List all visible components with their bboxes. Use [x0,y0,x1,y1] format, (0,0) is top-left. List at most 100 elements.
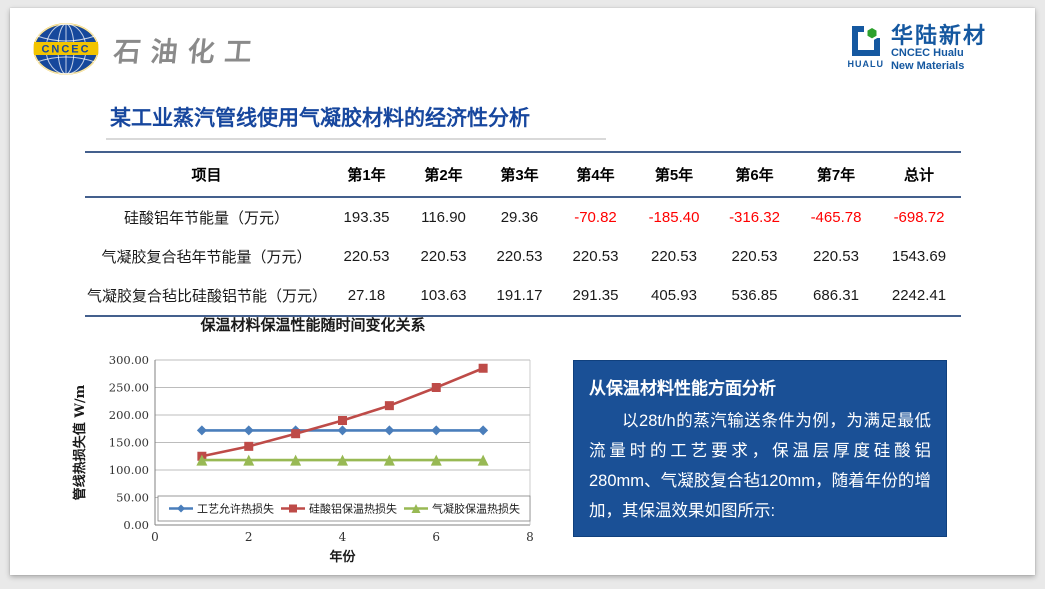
hualu-logo: HUALU 华陆新材 CNCEC Hualu New Materials [847,24,987,72]
square-marker [431,383,441,392]
value-cell: 686.31 [813,287,859,304]
cncec-badge-text: CNCEC [41,44,90,56]
x-tick-label: 4 [339,530,347,544]
table-row: 硅酸铝年节能量（万元） 193.35 116.90 29.36 -70.82 -185.4… [85,197,961,237]
value-cell: 220.53 [651,248,697,265]
square-marker [244,441,254,451]
value-cell: 116.90 [421,209,466,226]
square-marker [289,504,297,513]
square-marker [384,401,394,411]
triangle-marker [477,454,489,466]
value-cell: 29.36 [500,209,539,226]
square-marker [291,429,301,439]
x-tick-label: 0 [151,530,159,544]
legend-label: 硅酸铝保温热损失 [309,502,397,516]
table-header-cell: 第5年 [654,167,694,184]
value-cell: 220.53 [572,248,619,265]
triangle-marker [430,454,442,466]
legend-label: 气凝胶保温热损失 [432,502,520,516]
petrochemical-brand-text: 石油化工 [112,36,264,68]
diamond-marker [243,425,254,436]
triangle-marker [383,454,395,466]
table-header-cell: 第2年 [424,167,463,184]
value-cell: 536.85 [731,287,778,304]
economics-table: 项目 第1年 第2年 第3年 第4年 第5年 第6年 第7年 总计 硅酸铝年节能量（万元） 193… [85,151,961,317]
triangle-marker [290,454,302,466]
y-tick-label: 0.00 [123,518,149,532]
table-row: 气凝胶复合毡年节能量（万元） 220.53 220.53 220.53 220.53 22… [85,237,961,276]
y-tick-label: 250.00 [109,381,149,395]
y-tick-label: 150.00 [109,436,149,450]
table-header-cell: 第4年 [576,167,615,184]
table-header: 项目 第1年 第2年 第3年 第4年 第5年 第6年 第7年 总计 [85,152,961,197]
value-cell: 27.18 [347,287,386,304]
hualu-mark-icon [851,25,880,56]
diamond-marker [478,425,489,436]
square-marker [338,416,347,425]
hualu-wordmark-en1: CNCEC Hualu [890,47,964,60]
triangle-marker [411,504,421,513]
value-cell: -465.78 [810,209,862,226]
page-title: 某工业蒸汽管线使用气凝胶材料的经济性分析 [110,107,530,130]
slide: CNCEC 石油化工 HUALU 华陆新材 CNCEC Hualu New Ma… [10,8,1035,575]
value-cell: 2242.41 [891,287,947,304]
x-tick-label: 2 [245,530,253,544]
y-tick-label: 50.00 [116,491,149,505]
value-cell: -185.40 [648,209,700,226]
chart-title: 保温材料保温性能随时间变化关系 [199,316,425,334]
row-label: 硅酸铝年节能量（万元） [123,210,289,227]
value-cell: 291.35 [572,287,619,304]
insulation-performance-chart: 保温材料保温性能随时间变化关系 0.00 50.00 100.00 150.00 200.… [68,306,558,572]
value-cell: 191.17 [496,287,543,304]
table-header-cell: 第1年 [347,167,386,184]
row-label: 气凝胶复合毡比硅酸铝节能（万元） [87,288,328,305]
table-header-cell: 第7年 [816,167,856,184]
x-axis-label: 年份 [329,549,356,565]
line-chart-svg: 保温材料保温性能随时间变化关系 0.00 50.00 100.00 150.00 200.… [72,316,534,565]
hualu-wordmark-en2: New Materials [890,59,965,72]
table-header-cell: 项目 [191,167,222,184]
value-cell: 220.53 [343,248,390,265]
value-cell: 103.63 [420,287,467,304]
cncec-logo: CNCEC 石油化工 [32,22,264,76]
value-cell: -698.72 [893,209,945,226]
y-tick-label: 300.00 [109,353,149,367]
diamond-marker [196,425,207,436]
value-cell: 1543.69 [891,248,947,265]
value-cell: 220.53 [420,248,467,265]
legend-label: 工艺允许热损失 [197,502,274,516]
value-cell: 220.53 [813,248,859,265]
x-tick-label: 8 [526,530,534,544]
square-marker [478,363,488,373]
value-cell: 220.53 [496,248,543,265]
diamond-marker [431,425,442,436]
value-cell: -70.82 [574,209,617,226]
diamond-marker [177,504,185,513]
value-cell: 220.53 [731,248,778,265]
y-tick-label: 200.00 [109,408,149,422]
y-tick-label: 100.00 [109,463,149,477]
triangle-marker [243,454,255,466]
value-cell: -316.32 [729,209,780,226]
triangle-marker [337,454,348,466]
x-tick-label: 6 [432,530,440,544]
cncec-globe-icon: CNCEC [33,23,99,75]
table-header-cell: 总计 [903,167,934,184]
hualu-mark-text: HUALU [847,59,884,69]
diamond-marker [384,425,395,436]
triangle-marker [196,454,208,466]
diamond-marker [337,425,348,436]
y-axis-label: 管线热损失值 W/m [72,384,88,500]
value-cell: 193.35 [343,209,390,226]
hualu-wordmark-cn: 华陆新材 [890,23,987,48]
series-line [201,367,484,458]
table-header-cell: 第3年 [500,167,539,184]
analysis-panel: 从保温材料性能方面分析 以28t/h的蒸汽输送条件为例，为满足最低流量时的工艺要… [573,360,947,537]
row-label: 气凝胶复合毡年节能量（万元） [101,249,312,266]
table-row: 气凝胶复合毡比硅酸铝节能（万元） 27.18 103.63 191.17 291.35 4… [85,276,961,316]
analysis-body: 以28t/h的蒸汽输送条件为例，为满足最低流量时的工艺要求，保温层厚度硅酸铝28… [589,412,931,521]
legend-box [157,495,531,522]
value-cell: 405.93 [651,287,697,304]
analysis-title: 从保温材料性能方面分析 [589,379,776,398]
